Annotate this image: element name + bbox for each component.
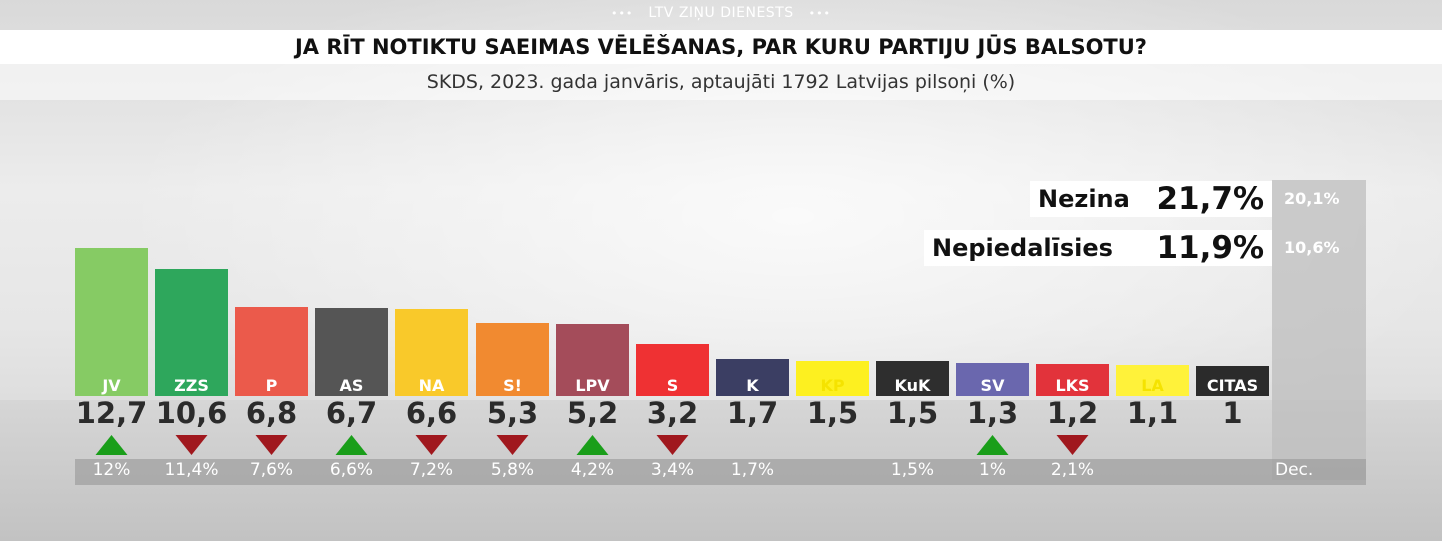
title-bar: JA RĪT NOTIKTU SAEIMAS VĒLĒŠANAS, PAR KU… [0, 30, 1442, 64]
party-label: LA [1116, 376, 1189, 396]
bar-la [1116, 365, 1189, 376]
previous-value: 12% [92, 460, 131, 480]
previous-value: 1,7% [730, 460, 775, 480]
subtitle-bar: SKDS, 2023. gada janvāris, aptaujāti 179… [0, 64, 1442, 100]
party-label: LPV [556, 376, 629, 396]
previous-value: 11,4% [164, 460, 219, 480]
bar-jv [75, 248, 148, 376]
party-label: JV [75, 376, 148, 396]
bar-s [636, 344, 709, 376]
value-label: 5,2 [566, 396, 619, 430]
party-label: S [636, 376, 709, 396]
party-label: NA [395, 376, 468, 396]
value-label: 1,3 [966, 396, 1019, 430]
chart-title: JA RĪT NOTIKTU SAEIMAS VĒLĒŠANAS, PAR KU… [294, 35, 1147, 59]
previous-value: 2,1% [1050, 460, 1095, 480]
nepiedalisies-previous: 10,6% [1284, 238, 1340, 257]
nepiedalisies-value: 11,9% [1156, 230, 1264, 266]
party-label: P [235, 376, 308, 396]
party-label: AS [315, 376, 388, 396]
previous-value: 3,4% [650, 460, 695, 480]
previous-value: 1% [979, 460, 1006, 480]
previous-value: 7,2% [409, 460, 454, 480]
brand-line: ••• LTV ZIŅU DIENESTS ••• [0, 5, 1442, 21]
bar-lks [1036, 364, 1109, 376]
nezina-previous: 20,1% [1284, 189, 1340, 208]
bar-s [476, 323, 549, 376]
bar-sv [956, 363, 1029, 376]
bar-lpv [556, 324, 629, 376]
previous-period-label: Dec. [1275, 460, 1314, 480]
value-label: 1,5 [886, 396, 939, 430]
bar-zzs [155, 269, 228, 376]
bar-p [235, 307, 308, 376]
side-panel [1272, 180, 1366, 480]
party-label: KP [796, 376, 869, 396]
bar-as [315, 308, 388, 376]
brand-name: LTV ZIŅU DIENESTS [648, 5, 794, 21]
brand-dots-right: ••• [808, 7, 832, 20]
value-label: 1,1 [1126, 396, 1179, 430]
value-label: 12,7 [75, 396, 148, 430]
value-label: 1,5 [806, 396, 859, 430]
previous-value: 7,6% [249, 460, 294, 480]
bar-kuk [876, 361, 949, 376]
value-label: 6,6 [405, 396, 458, 430]
value-label: 5,3 [486, 396, 539, 430]
chart-subtitle: SKDS, 2023. gada janvāris, aptaujāti 179… [426, 71, 1016, 93]
nepiedalisies-box: Nepiedalīsies 11,9% [924, 230, 1272, 266]
nezina-label: Nezina [1038, 185, 1130, 213]
party-label: SV [956, 376, 1029, 396]
previous-value: 1,5% [890, 460, 935, 480]
previous-value: 6,6% [329, 460, 374, 480]
party-label: ZZS [155, 376, 228, 396]
bar-k [716, 359, 789, 376]
previous-value: 5,8% [490, 460, 535, 480]
nezina-box: Nezina 21,7% [1030, 181, 1272, 217]
value-label: 1 [1222, 396, 1243, 430]
party-label: LKS [1036, 376, 1109, 396]
bar-kp [796, 361, 869, 376]
previous-value: 4,2% [570, 460, 615, 480]
value-label: 3,2 [646, 396, 699, 430]
nepiedalisies-label: Nepiedalīsies [932, 234, 1113, 262]
party-label: CITAS [1196, 376, 1269, 396]
previous-period-strip [75, 459, 1366, 485]
value-label: 6,8 [245, 396, 298, 430]
bar-citas [1196, 366, 1269, 376]
brand-dots-left: ••• [610, 7, 634, 20]
party-label: KuK [876, 376, 949, 396]
value-label: 6,7 [325, 396, 378, 430]
value-label: 1,2 [1046, 396, 1099, 430]
value-label: 10,6 [155, 396, 228, 430]
party-label: S! [476, 376, 549, 396]
bar-na [395, 309, 468, 376]
nezina-value: 21,7% [1156, 181, 1264, 217]
value-label: 1,7 [726, 396, 779, 430]
party-label: K [716, 376, 789, 396]
